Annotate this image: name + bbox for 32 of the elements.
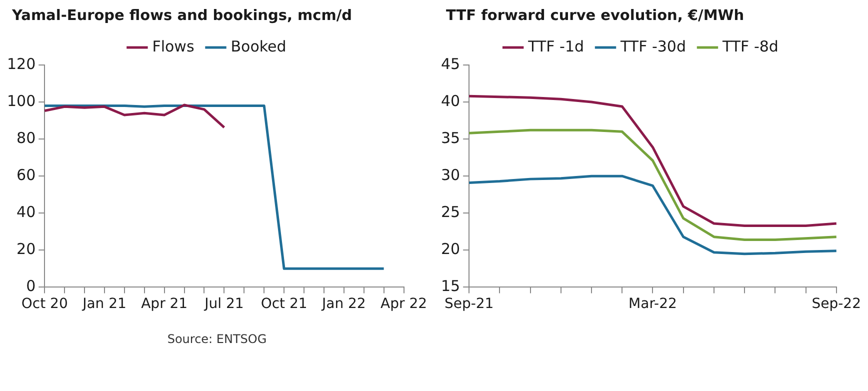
x-tick-label: Apr 22: [380, 296, 427, 312]
y-tick-label: 120: [6, 54, 36, 73]
y-tick-label: 25: [440, 203, 460, 222]
y-tick-label: 15: [440, 277, 460, 296]
chart-title: Yamal-Europe flows and bookings, mcm/d: [11, 7, 354, 26]
y-tick-label: 60: [16, 166, 36, 184]
legend-label: TTF -30d: [620, 37, 686, 56]
x-tick-label: Oct 20: [21, 296, 68, 312]
x-tick-label: Jul 21: [204, 296, 244, 312]
x-tick-label: Oct 21: [260, 296, 308, 312]
y-tick-label: 80: [16, 128, 36, 147]
x-tick-label: Jan 21: [82, 296, 126, 312]
source-note: Source: ENTSOG: [166, 332, 268, 346]
legend-label: TTF -1d: [527, 37, 584, 56]
y-tick-label: 20: [16, 240, 36, 258]
x-tick-label: Apr 21: [141, 296, 188, 312]
legend-label: Flows: [152, 37, 194, 56]
x-tick-label: Jan 22: [320, 296, 366, 312]
legend-label: TTF -8d: [721, 37, 778, 56]
y-tick-label: 45: [440, 54, 460, 73]
chart-title: TTF forward curve evolution, €/MWh: [445, 7, 746, 26]
x-tick-label: Mar-22: [628, 296, 677, 312]
y-tick-label: 40: [440, 92, 460, 110]
y-tick-label: 35: [440, 128, 460, 147]
legend-label: Booked: [230, 37, 286, 56]
x-tick-label: Sep-22: [812, 296, 862, 312]
x-tick-label: Sep-21: [444, 296, 494, 312]
y-tick-label: 40: [16, 203, 36, 222]
y-tick-label: 30: [440, 166, 460, 184]
y-tick-label: 0: [26, 277, 36, 296]
y-tick-label: 20: [440, 240, 460, 258]
y-tick-label: 100: [6, 92, 36, 110]
